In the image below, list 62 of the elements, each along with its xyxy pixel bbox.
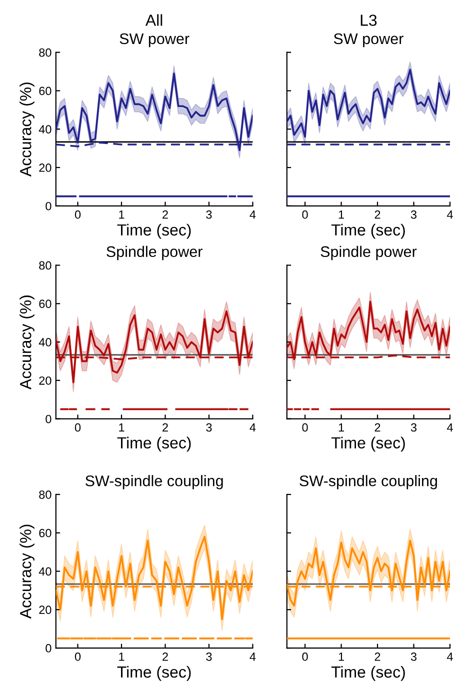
chart-title: SW-spindle coupling [300, 475, 437, 490]
x-tick-label: 0 [302, 423, 308, 432]
x-tick-label: 1 [338, 423, 344, 432]
x-tick-label: 0 [302, 210, 308, 219]
y-tick-label: 40 [38, 567, 52, 576]
y-tick-label: 40 [38, 338, 52, 346]
x-axis-title: Time (sec) [331, 666, 405, 681]
x-tick-label: 4 [250, 423, 256, 432]
chart-title: SW power [334, 33, 404, 48]
x-tick-label: 1 [119, 423, 124, 432]
x-axis-title: Time (sec) [117, 666, 191, 681]
y-tick-label: 60 [39, 528, 52, 538]
y-axis-title: Accuracy (%) [20, 82, 34, 177]
text: All [145, 14, 162, 26]
x-tick-label: 2 [374, 652, 380, 661]
y-tick-label: 80 [39, 490, 52, 499]
x-tick-label: 1 [338, 210, 344, 219]
x-tick-label: 0 [74, 423, 81, 432]
x-tick-label: 2 [374, 423, 380, 432]
y-axis-title: Accuracy (%) [20, 296, 34, 390]
x-tick-label: 3 [410, 652, 417, 661]
x-tick-label: 0 [302, 652, 308, 661]
x-tick-label: 1 [119, 652, 124, 661]
x-tick-label: 3 [410, 423, 417, 432]
x-tick-label: 4 [250, 652, 256, 661]
x-tick-label: 3 [206, 423, 212, 432]
x-tick-label: 4 [446, 210, 453, 219]
y-tick-label: 20 [39, 376, 52, 385]
x-tick-label: 0 [74, 652, 81, 661]
y-axis-title: Accuracy (%) [20, 524, 34, 619]
x-tick-label: 2 [374, 210, 380, 219]
chart-title: SW-spindle coupling [86, 475, 223, 490]
x-tick-label: 3 [206, 210, 212, 219]
x-axis-title: Time (sec) [331, 436, 405, 452]
x-axis-title: Time (sec) [117, 224, 191, 239]
x-tick-label: 3 [410, 210, 417, 219]
y-tick-label: 0 [46, 414, 52, 424]
y-tick-label: 20 [39, 164, 52, 172]
x-tick-label: 0 [74, 210, 81, 219]
x-tick-label: 3 [206, 652, 212, 661]
x-tick-label: 4 [446, 652, 453, 661]
y-tick-label: 20 [39, 606, 52, 614]
y-tick-label: 80 [39, 48, 52, 57]
y-tick-label: 60 [39, 300, 52, 308]
y-tick-label: 60 [39, 86, 52, 96]
chart-title: Spindle power [320, 246, 417, 260]
x-axis-title: Time (sec) [331, 224, 405, 239]
x-tick-label: 2 [162, 210, 168, 219]
x-tick-label: 1 [119, 210, 124, 219]
x-tick-label: 1 [338, 652, 344, 661]
y-tick-label: 0 [46, 644, 52, 652]
x-tick-label: 2 [162, 652, 168, 661]
x-tick-label: 4 [446, 423, 453, 432]
x-tick-label: 2 [162, 423, 168, 432]
chart-title: SW power [120, 33, 190, 48]
y-tick-label: 0 [46, 202, 52, 210]
chart-title: Spindle power [106, 246, 202, 260]
text: L3 [360, 14, 377, 26]
y-tick-label: 80 [39, 261, 52, 270]
x-tick-label: 4 [250, 210, 256, 219]
y-tick-label: 40 [38, 125, 52, 134]
x-axis-title: Time (sec) [117, 436, 191, 452]
